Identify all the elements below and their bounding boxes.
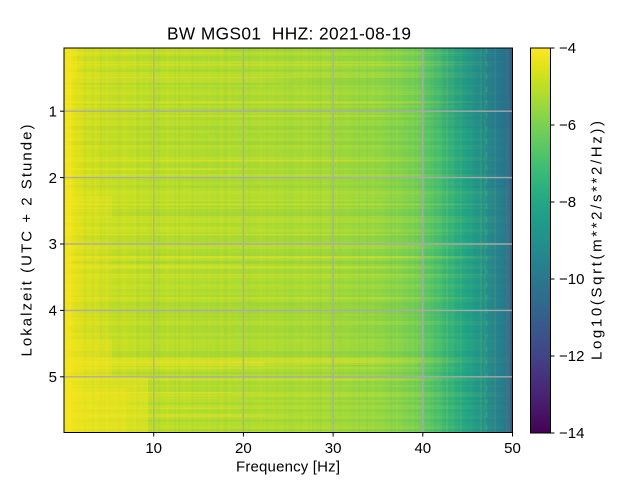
svg-text:40: 40: [414, 440, 431, 457]
svg-text:−4: −4: [559, 40, 576, 57]
svg-text:30: 30: [325, 440, 342, 457]
svg-text:Log10(Sqrt(m**2/s**2/Hz)): Log10(Sqrt(m**2/s**2/Hz)): [589, 121, 606, 360]
svg-text:3: 3: [49, 236, 57, 253]
svg-text:4: 4: [49, 303, 57, 320]
svg-text:5: 5: [49, 369, 57, 386]
svg-text:−8: −8: [559, 194, 576, 211]
svg-text:10: 10: [145, 440, 162, 457]
svg-text:BW MGS01 HHZ: 2021-08-19: BW MGS01 HHZ: 2021-08-19: [167, 23, 411, 43]
svg-text:1: 1: [49, 103, 57, 120]
svg-text:−12: −12: [559, 348, 584, 365]
svg-text:50: 50: [504, 440, 521, 457]
svg-text:2: 2: [49, 170, 57, 187]
svg-text:−10: −10: [559, 271, 584, 288]
svg-text:−14: −14: [559, 425, 584, 442]
svg-text:−6: −6: [559, 117, 576, 134]
svg-text:Frequency [Hz]: Frequency [Hz]: [236, 459, 340, 476]
svg-text:Lokalzeit (UTC + 2 Stunde): Lokalzeit (UTC + 2 Stunde): [19, 125, 36, 357]
svg-text:20: 20: [235, 440, 252, 457]
